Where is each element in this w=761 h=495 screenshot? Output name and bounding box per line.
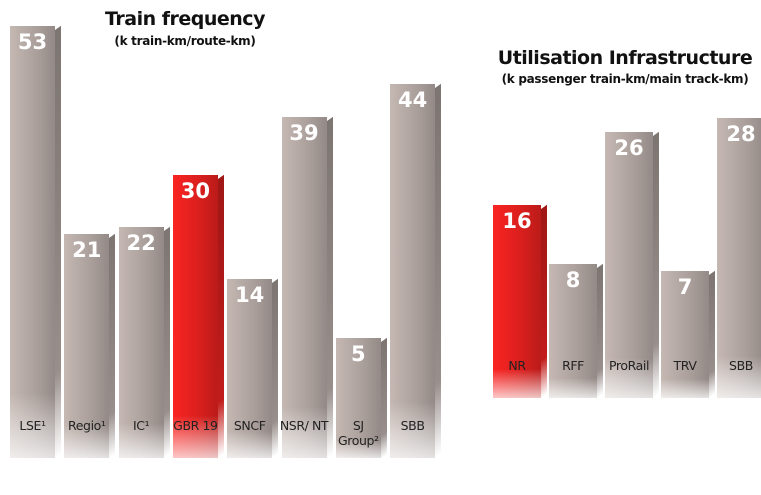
value-label: 44	[397, 88, 428, 112]
category-label: IC¹	[132, 418, 150, 433]
bar	[390, 84, 436, 458]
category-label: GBR 19	[173, 418, 218, 433]
category-label: SBB	[400, 418, 425, 433]
bar-side	[217, 174, 224, 458]
value-label: 53	[17, 29, 48, 54]
category-label: Regio¹	[68, 418, 106, 433]
bar	[172, 175, 218, 458]
value-label: 8	[565, 267, 581, 292]
bar	[10, 25, 55, 458]
bar-side	[709, 270, 715, 398]
value-label: 14	[235, 283, 265, 307]
chart-title: Train frequency	[105, 8, 265, 30]
chart-subtitle: (k passenger train-km/main track-km)	[501, 72, 749, 86]
value-label: 28	[726, 121, 756, 146]
bar	[64, 233, 110, 458]
category-label: TRV	[673, 358, 697, 373]
bar	[335, 337, 381, 458]
chart-title: Utilisation Infrastructure	[497, 47, 753, 69]
bar-side	[326, 116, 333, 458]
category-label: SNCF	[233, 418, 266, 433]
category-label: SJ Group²	[337, 418, 379, 448]
value-label: 30	[180, 179, 210, 203]
bar-side	[435, 83, 442, 458]
category-label: NSR/ NT	[279, 418, 329, 433]
category-label: RFF	[562, 358, 584, 373]
category-label: NR	[508, 358, 526, 373]
bar	[549, 263, 597, 398]
bar-side	[597, 263, 603, 398]
value-label: 5	[350, 341, 366, 366]
value-label: 26	[614, 136, 644, 161]
bar	[227, 279, 273, 458]
bar	[493, 205, 541, 398]
value-label: 7	[677, 274, 693, 299]
category-label: SBB	[729, 358, 753, 373]
category-label: ProRail	[608, 358, 650, 373]
bar	[118, 227, 164, 458]
bar	[661, 270, 709, 398]
value-label: 22	[126, 231, 156, 255]
value-label: 16	[502, 209, 532, 234]
bar	[605, 132, 653, 398]
bar-side	[55, 25, 61, 458]
value-label: 39	[289, 120, 319, 145]
bar	[281, 116, 327, 458]
chart-subtitle: (k train-km/route-km)	[114, 34, 256, 48]
value-label: 21	[72, 237, 102, 262]
category-label: LSE¹	[19, 418, 46, 433]
bar	[717, 117, 761, 398]
